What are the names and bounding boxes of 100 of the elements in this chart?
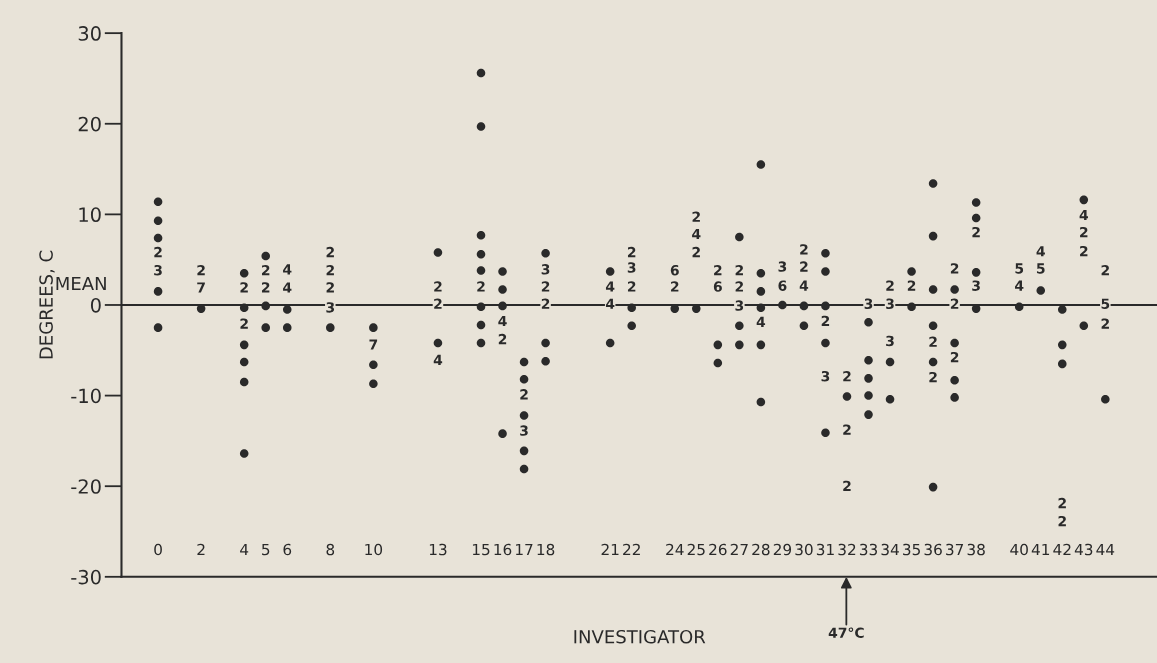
x-tick-label: 40 [1010,543,1028,556]
annotation: 2 [800,244,808,255]
annotation: 2 [692,246,700,258]
annotation: 2 [498,333,507,345]
annotation: 2 [886,280,894,291]
annotation: 2 [735,264,743,276]
x-tick-label: 15 [472,543,490,556]
annotation: 2 [692,211,700,222]
annotation: 2 [972,226,980,238]
annotation: 3 [864,298,873,310]
annotation: 5 [1036,263,1045,274]
y-axis-title: DEGREES, C [39,250,55,359]
x-tick-label: 2 [197,543,205,556]
x-tick-label: 42 [1053,543,1071,556]
annotation: 2 [477,281,485,292]
annotation: 2 [929,371,937,383]
annotation: 4 [1079,209,1088,221]
x-tick-label: 28 [752,543,770,556]
x-tick-label: 6 [283,543,292,556]
annotation: 2 [671,281,679,292]
annotation: 3 [886,335,894,347]
annotation: 3 [972,280,980,291]
x-tick-label: 8 [326,543,335,556]
x-tick-label: 32 [838,543,856,556]
x-tick-label: 37 [946,543,964,556]
annotation: 4 [692,228,701,240]
ref-line-label: MEAN [56,276,106,291]
annotation: 2 [261,282,270,293]
annotation: 2 [929,336,937,347]
annotation: 3 [520,425,528,436]
annotation: 2 [261,264,270,276]
annotation: 5 [1101,298,1110,310]
y-tick-label: 30 [78,26,101,41]
annotation: 2 [326,246,334,258]
annotation: 4 [756,316,766,327]
annotation: 3 [735,300,744,311]
annotation: 4 [283,282,292,293]
annotation: 2 [843,370,851,382]
annotation: 2 [1058,497,1066,509]
annotation: 2 [735,281,743,292]
x-tick-label: 31 [816,543,834,556]
annotation: 2 [434,281,442,292]
annotation: 2 [1058,515,1066,527]
annotation: 4 [498,315,507,327]
annotation: 2 [154,246,162,258]
annotation: 2 [821,315,830,327]
annotation: 2 [326,264,334,276]
annotation: 2 [950,351,959,363]
annotation: 4 [605,281,615,292]
annotation: 2 [434,298,442,309]
annotation: 4 [283,264,292,275]
annotation: 2 [800,261,808,272]
annotation: 4 [1015,280,1024,291]
y-tick-label: 20 [78,116,101,132]
x-tick-label: 22 [623,543,640,556]
annotation: 3 [886,298,894,310]
x-tick-label: 34 [881,543,899,556]
x-tick-label: 43 [1074,543,1093,556]
x-tick-label: 10 [365,543,383,556]
annotation: 2 [843,480,851,491]
annotation: 2 [1101,318,1109,329]
annotation: 2 [714,264,722,276]
y-tick-label: -20 [71,479,101,494]
x-tick-label: 35 [903,543,920,556]
x-tick-label: 18 [537,543,555,556]
x-tick-label: 27 [730,543,748,556]
annotation: 7 [197,282,205,293]
annotation: 3 [154,264,162,276]
x-axis-title: INVESTIGATOR [574,629,706,644]
x-tick-label: 38 [967,543,985,556]
annotation: 2 [240,282,248,293]
annotation: 2 [541,298,550,309]
annotation: 2 [541,281,550,292]
annotation: 4 [433,354,443,365]
annotation: 3 [627,262,636,273]
annotation: 2 [520,389,528,400]
annotation: 6 [778,280,787,291]
x-tick-label: 44 [1096,543,1115,556]
x-tick-label: 16 [494,543,512,556]
x-tick-label: 13 [429,543,447,556]
annotation: 6 [670,264,679,276]
y-tick-label: -10 [71,388,101,404]
annotation: 3 [778,261,787,272]
annotation: 2 [627,281,636,292]
annotation: 2 [950,298,959,309]
annotation: 2 [907,280,916,291]
annotation: 2 [240,318,248,329]
annotation: 4 [1036,246,1045,257]
x-tick-label: 36 [924,543,942,556]
annotation: 2 [950,263,959,274]
annotation: 2 [197,264,205,276]
annotation: 3 [541,264,550,275]
annotation: 4 [799,280,809,291]
x-tick-label: 33 [859,543,878,556]
annotation: 2 [1080,245,1088,257]
annotation: 7 [369,339,378,350]
y-tick-label: 10 [79,207,101,223]
annotation: 2 [1101,264,1109,276]
x-tick-label: 0 [154,543,162,556]
y-tick-label: -30 [71,569,101,585]
